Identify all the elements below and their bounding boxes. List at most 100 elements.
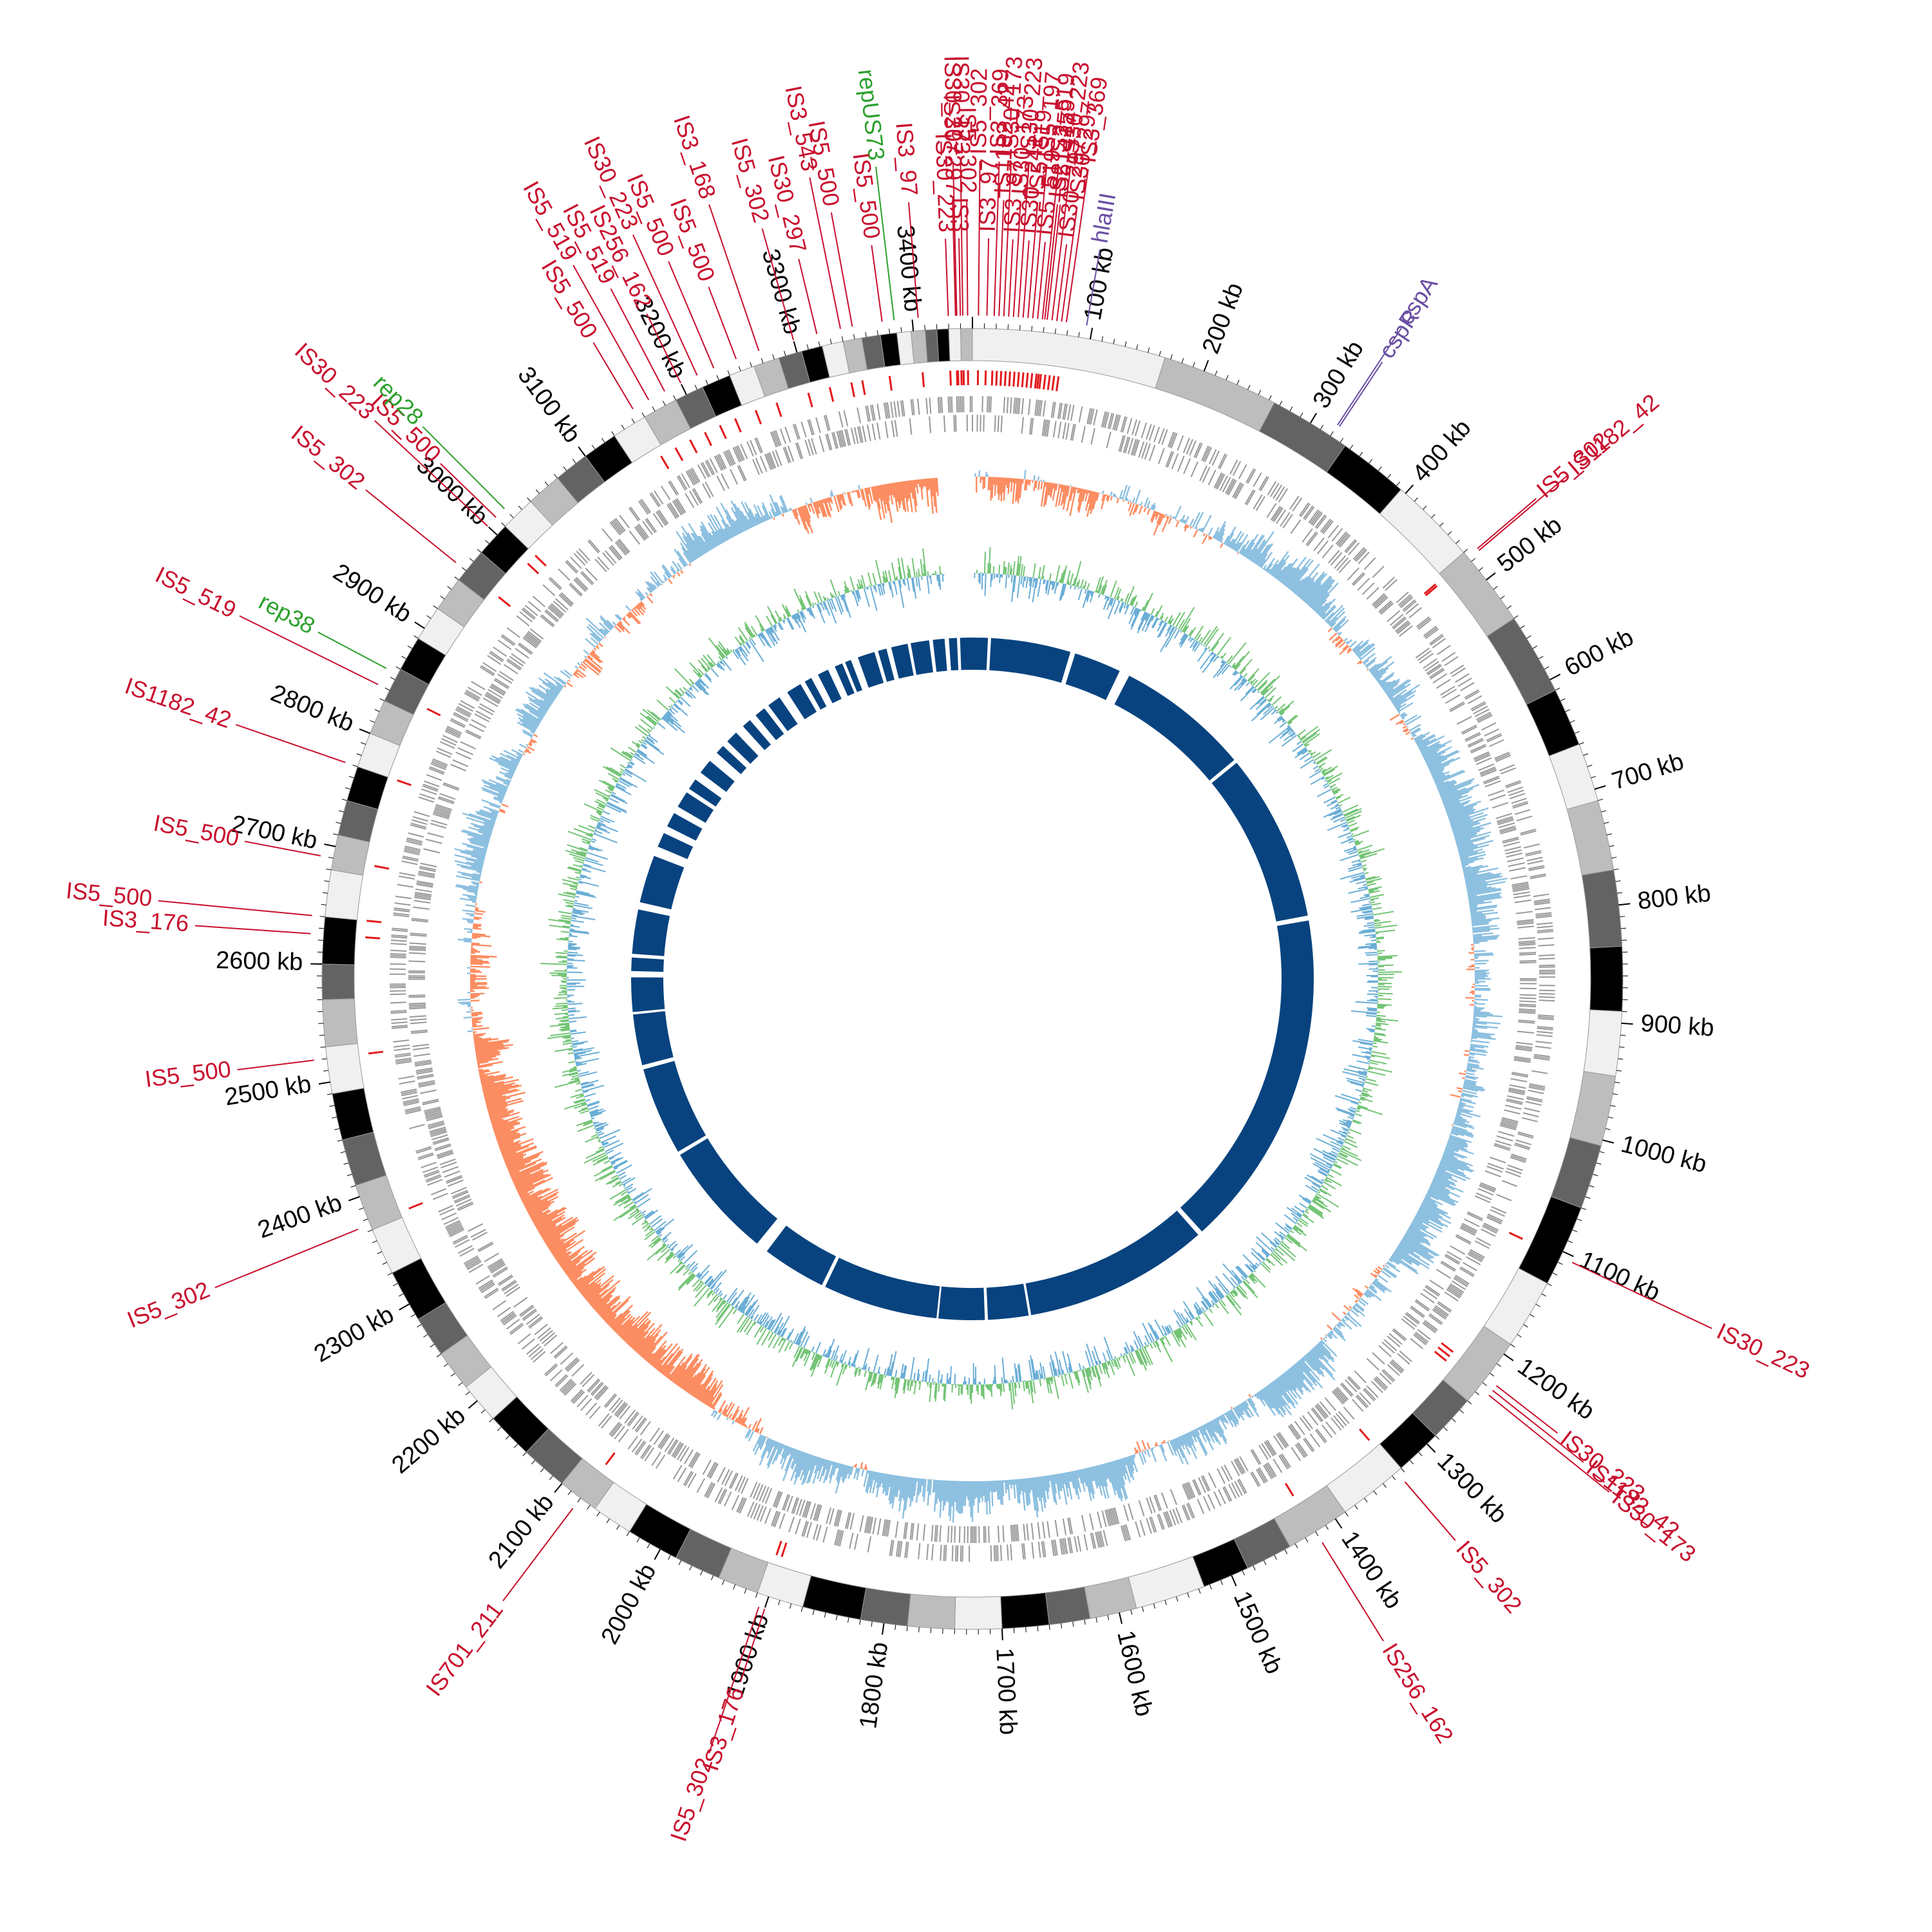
gc-skew-bar bbox=[1310, 751, 1316, 756]
scale-tick bbox=[1575, 731, 1580, 734]
gc-content-bar bbox=[1052, 1474, 1057, 1494]
gc-content-bar bbox=[522, 703, 545, 717]
gc-skew-bar bbox=[1307, 750, 1311, 752]
cds-mark bbox=[1270, 506, 1281, 521]
gc-content-bar bbox=[677, 1358, 699, 1387]
gc-content-bar bbox=[889, 483, 893, 495]
gc-content-bar bbox=[646, 1352, 655, 1362]
scale-tick bbox=[377, 1251, 383, 1255]
cds-mark bbox=[1397, 1353, 1410, 1365]
gc-content-bar bbox=[1012, 1479, 1016, 1499]
gc-content-bar bbox=[1439, 782, 1472, 796]
gc-content-bar bbox=[1466, 886, 1492, 893]
gc-content-bar bbox=[542, 1217, 578, 1240]
gc-content-bar bbox=[1359, 657, 1361, 659]
gc-content-bar bbox=[1364, 1292, 1372, 1298]
cds-mark bbox=[802, 1501, 809, 1517]
cds-mark bbox=[1464, 732, 1481, 741]
gc-content-bar bbox=[528, 1200, 555, 1216]
gc-skew-bar bbox=[1113, 587, 1120, 600]
is-element-mark bbox=[828, 387, 835, 402]
gc-skew-bar bbox=[1288, 730, 1294, 735]
gc-content-bar bbox=[1464, 1080, 1476, 1084]
cds-mark bbox=[853, 427, 859, 444]
scale-tick bbox=[1589, 1185, 1595, 1188]
cds-mark bbox=[1276, 509, 1287, 524]
gc-content-bar bbox=[1082, 1468, 1088, 1487]
gc-content-bar bbox=[484, 784, 506, 795]
gc-content-bar bbox=[1467, 887, 1501, 895]
scale-tick bbox=[591, 444, 596, 450]
cds-mark bbox=[1470, 745, 1487, 753]
gc-skew-bar bbox=[1371, 1025, 1376, 1027]
gc-content-bar bbox=[650, 576, 659, 587]
gc-content-bar bbox=[1282, 1373, 1297, 1391]
gc-content-bar bbox=[1374, 1279, 1392, 1293]
gc-content-bar bbox=[855, 1463, 857, 1468]
cds-mark bbox=[1510, 1157, 1526, 1163]
cds-mark bbox=[1440, 1262, 1455, 1272]
gc-content-bar bbox=[1245, 549, 1253, 558]
gc-content-bar bbox=[1309, 1350, 1336, 1381]
scale-tick bbox=[417, 1324, 422, 1328]
gc-content-bar bbox=[516, 757, 521, 761]
cds-track bbox=[390, 395, 1555, 1562]
gc-content-bar bbox=[1473, 1019, 1479, 1021]
gc-skew-bar bbox=[1376, 1018, 1399, 1022]
gc-content-bar bbox=[944, 1480, 947, 1506]
cds-mark bbox=[1499, 827, 1517, 833]
scale-tick bbox=[407, 645, 413, 649]
gc-skew-bar bbox=[1115, 589, 1122, 600]
gc-content-bar bbox=[1448, 808, 1473, 818]
gc-content-bar bbox=[614, 1324, 623, 1332]
gc-content-bar bbox=[1120, 1458, 1127, 1474]
gc-content-bar bbox=[1209, 1421, 1216, 1432]
cds-mark bbox=[1193, 442, 1202, 458]
cds-mark bbox=[433, 810, 450, 817]
scale-tick bbox=[1334, 1518, 1343, 1529]
cds-mark bbox=[480, 1282, 495, 1293]
gc-content-bar bbox=[1274, 1379, 1295, 1405]
cds-mark bbox=[1267, 480, 1277, 496]
gc-skew-bar bbox=[1182, 618, 1191, 632]
gc-content-bar bbox=[1091, 1466, 1099, 1489]
cds-mark bbox=[807, 419, 813, 436]
cds-mark bbox=[395, 1061, 412, 1065]
gc-content-bar bbox=[679, 1363, 699, 1388]
cds-mark bbox=[1146, 1497, 1153, 1514]
gc-content-bar bbox=[1346, 639, 1352, 645]
gc-skew-bar bbox=[1332, 788, 1341, 794]
gc-content-bar bbox=[1467, 889, 1502, 896]
cds-mark bbox=[1298, 502, 1309, 516]
cds-mark bbox=[480, 665, 495, 675]
gc-content-bar bbox=[857, 484, 860, 490]
gc-skew-bar bbox=[1247, 668, 1260, 681]
gc-content-bar bbox=[1452, 821, 1479, 831]
cds-mark bbox=[426, 1115, 443, 1122]
gc-skew-bar bbox=[1098, 585, 1103, 594]
gc-content-bar bbox=[765, 1437, 770, 1444]
gc-skew-bar bbox=[1374, 920, 1391, 925]
gc-content-bar bbox=[1423, 1199, 1437, 1208]
gc-content-bar bbox=[1227, 538, 1235, 547]
cds-mark bbox=[1354, 1370, 1367, 1384]
gc-content-bar bbox=[1083, 1468, 1092, 1501]
gc-content-bar bbox=[1265, 558, 1276, 572]
gc-content-bar bbox=[573, 1275, 587, 1286]
cds-mark bbox=[1535, 1045, 1551, 1049]
scale-tick bbox=[1294, 1543, 1298, 1549]
gc-content-bar bbox=[1413, 734, 1423, 741]
cds-mark bbox=[702, 1459, 712, 1475]
gc-content-bar bbox=[831, 1461, 834, 1466]
scale-label: 700 kb bbox=[1609, 748, 1687, 795]
gc-skew-bar bbox=[1375, 1028, 1387, 1031]
contig-segment bbox=[1589, 945, 1624, 1012]
cds-mark bbox=[657, 510, 668, 526]
cds-mark bbox=[1348, 1376, 1361, 1389]
cds-mark bbox=[899, 1541, 903, 1558]
cds-mark bbox=[1324, 1397, 1336, 1411]
gc-skew-bar bbox=[1287, 714, 1297, 724]
gc-content-bar bbox=[490, 819, 496, 822]
scale-label: 1000 kb bbox=[1618, 1130, 1709, 1178]
gc-content-bar bbox=[1401, 717, 1405, 720]
